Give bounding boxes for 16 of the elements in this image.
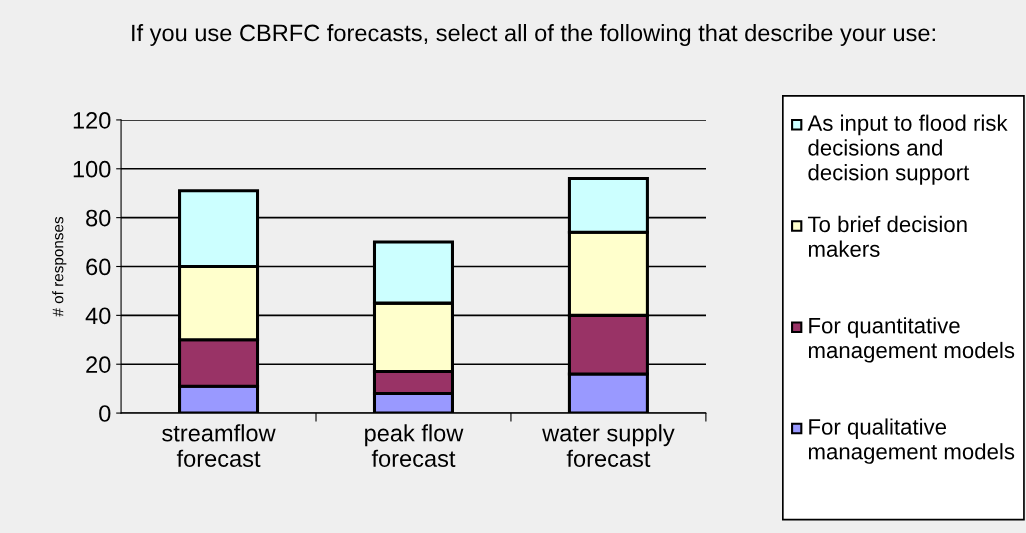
legend-label: For quantitative management models	[808, 317, 1015, 363]
y-tick-label: 40	[85, 307, 111, 325]
legend-label: For qualitative management models	[808, 418, 1015, 464]
y-tick-label: 100	[73, 160, 111, 178]
x-tick-label: streamflow forecast	[162, 424, 276, 467]
legend-label: As input to flood risk decisions and decision support	[807, 114, 1008, 185]
legend-label: To brief decision makers	[807, 215, 967, 257]
x-tick-label: peak flow forecast	[365, 424, 464, 467]
y-tick-label: 0	[99, 405, 111, 422]
y-tick-label: 60	[86, 258, 111, 276]
y-tick-label: 120	[73, 111, 111, 129]
x-tick-label: water supply forecast	[542, 424, 675, 467]
y-axis-title: # of responses	[52, 216, 67, 317]
y-tick-label: 20	[86, 356, 111, 373]
chart-title: If you use CBRFC forecasts, select all of the following that describe your use:	[132, 23, 935, 46]
y-tick-label: 80	[86, 209, 111, 227]
